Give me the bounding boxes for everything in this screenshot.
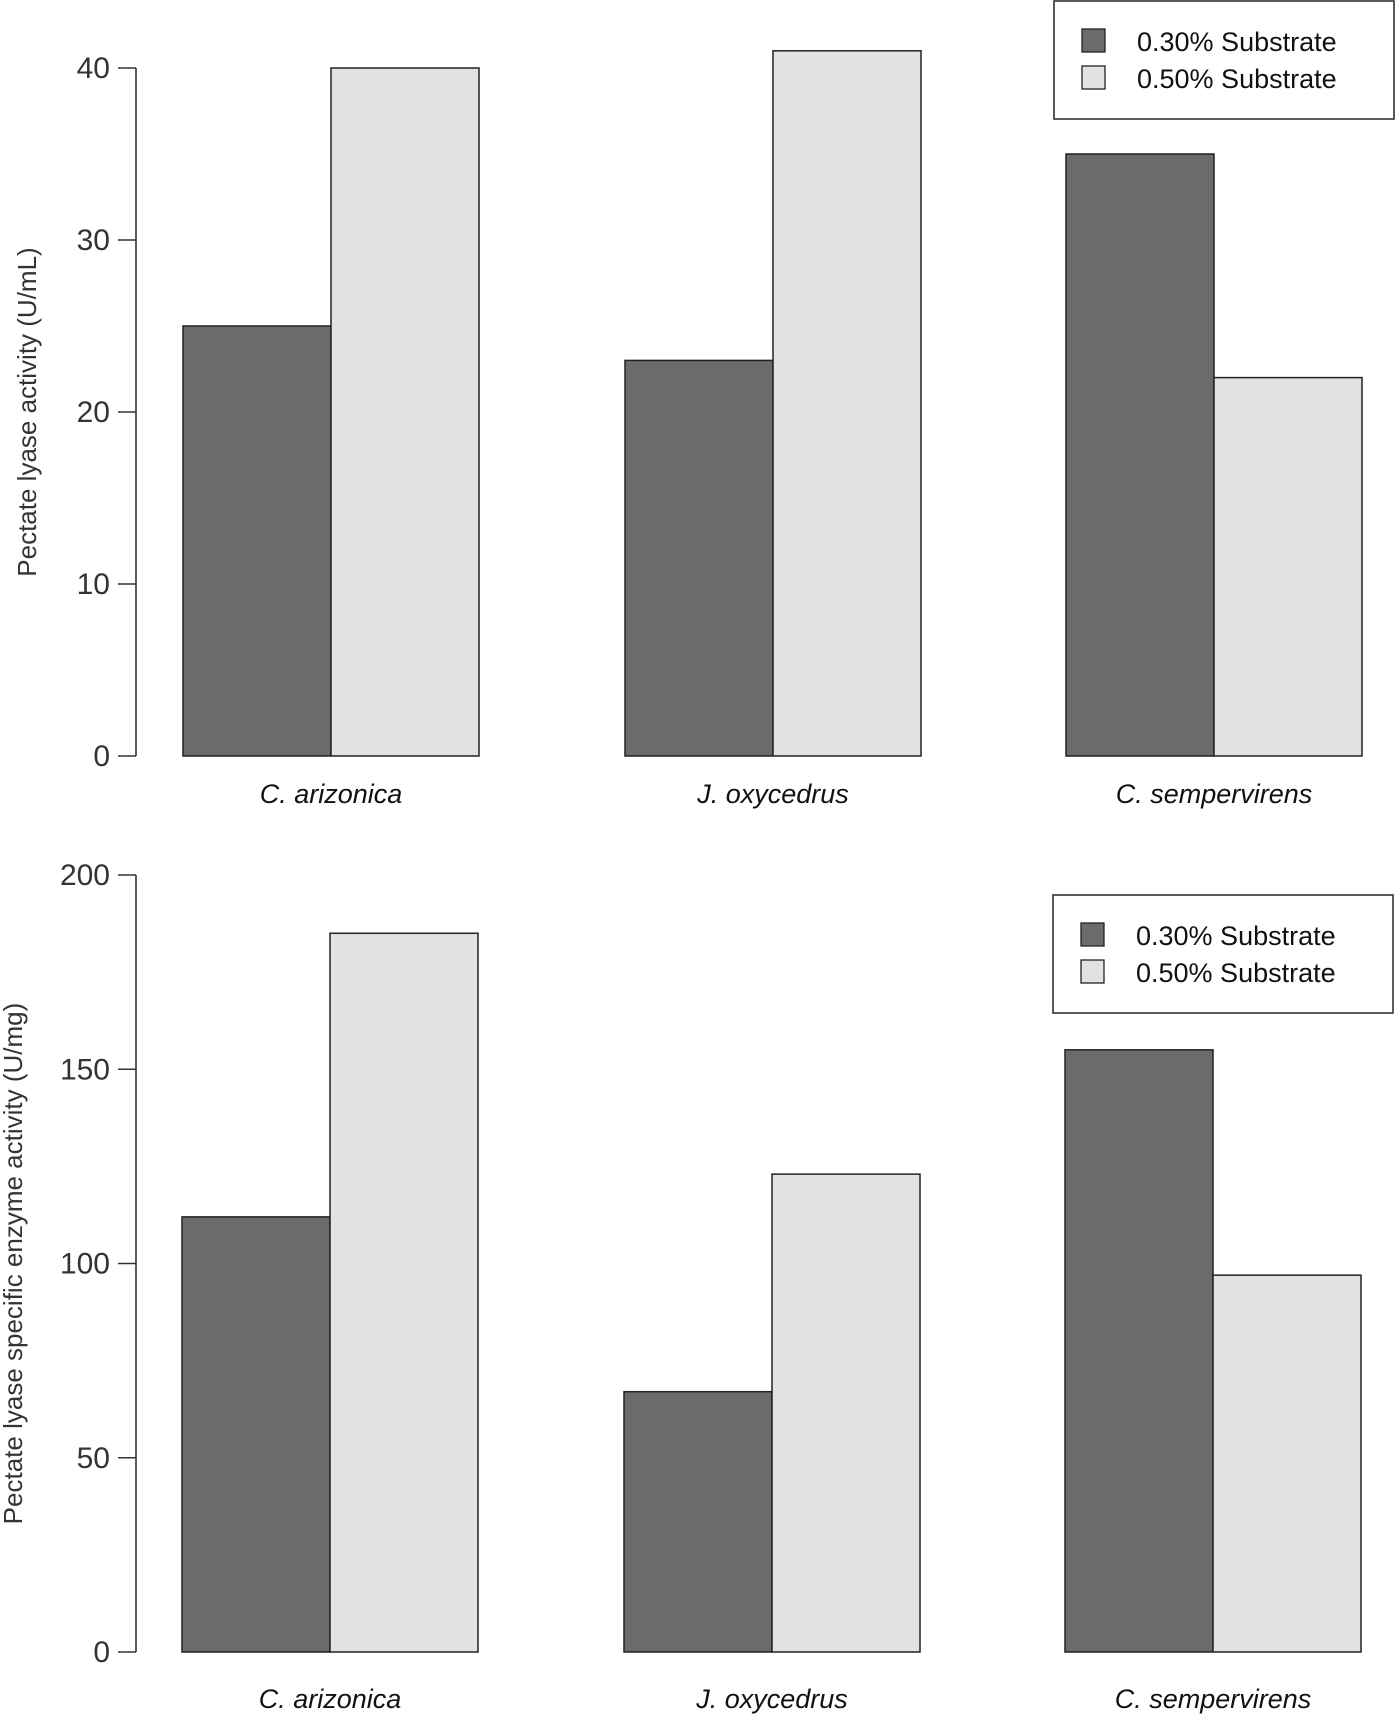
y-axis-label: Pectate lyase activity (U/mL) [12,247,42,576]
y-tick-label: 0 [93,740,110,773]
bar-c-sempervirens-0-30-substrate [1064,1049,1214,1653]
category-label: J. oxycedrus [695,1684,848,1714]
legend-label: 0.30% Substrate [1136,921,1336,951]
legend-swatch-0-30-substrate [1081,28,1106,53]
category-label: J. oxycedrus [696,779,849,809]
bar-c-arizonica-0-30-substrate [182,325,332,757]
bar-j-oxycedrus-0-30-substrate [624,359,774,757]
category-label: C. arizonica [260,779,403,809]
legend-box [1053,0,1395,120]
bar-j-oxycedrus-0-30-substrate [623,1390,773,1653]
category-label: C. sempervirens [1116,779,1313,809]
category-label: C. arizonica [259,1684,402,1714]
chart-pectate-lyase-specific-activity: 0 50 100 150 200 Pectate lyase specific enzym… [0,860,1394,1714]
bar-c-arizonica-0-50-substrate [330,67,480,757]
bar-c-arizonica-0-50-substrate [329,932,479,1653]
y-tick-label: 40 [77,52,110,85]
y-tick-label: 30 [77,224,110,257]
bar-c-arizonica-0-30-substrate [181,1216,331,1653]
y-tick-label: 50 [77,1442,110,1475]
y-tick-label: 10 [77,568,110,601]
y-tick-label: 100 [60,1248,110,1281]
legend-label: 0.50% Substrate [1137,64,1337,94]
chart-pectate-lyase-activity: 0 10 20 30 40 Pectate lyase activity (U/mL) C.… [12,0,1395,809]
category-label: C. sempervirens [1115,1684,1312,1714]
legend-label: 0.30% Substrate [1137,27,1337,57]
y-tick-label: 200 [60,860,110,892]
legend-label: 0.50% Substrate [1136,958,1336,988]
legend-box [1052,894,1394,1014]
bar-c-sempervirens-0-50-substrate [1213,376,1363,757]
bar-j-oxycedrus-0-50-substrate [772,50,922,757]
bar-c-sempervirens-0-30-substrate [1065,153,1215,757]
y-axis-label: Pectate lyase specific enzyme activity (… [0,1003,28,1525]
legend-swatch-0-50-substrate [1080,959,1105,984]
bar-j-oxycedrus-0-50-substrate [771,1173,921,1653]
bar-c-sempervirens-0-50-substrate [1212,1274,1362,1653]
legend-swatch-0-30-substrate [1080,922,1105,947]
y-tick-label: 150 [60,1053,110,1086]
y-tick-label: 20 [77,396,110,429]
y-tick-label: 0 [93,1636,110,1669]
legend-swatch-0-50-substrate [1081,65,1106,90]
